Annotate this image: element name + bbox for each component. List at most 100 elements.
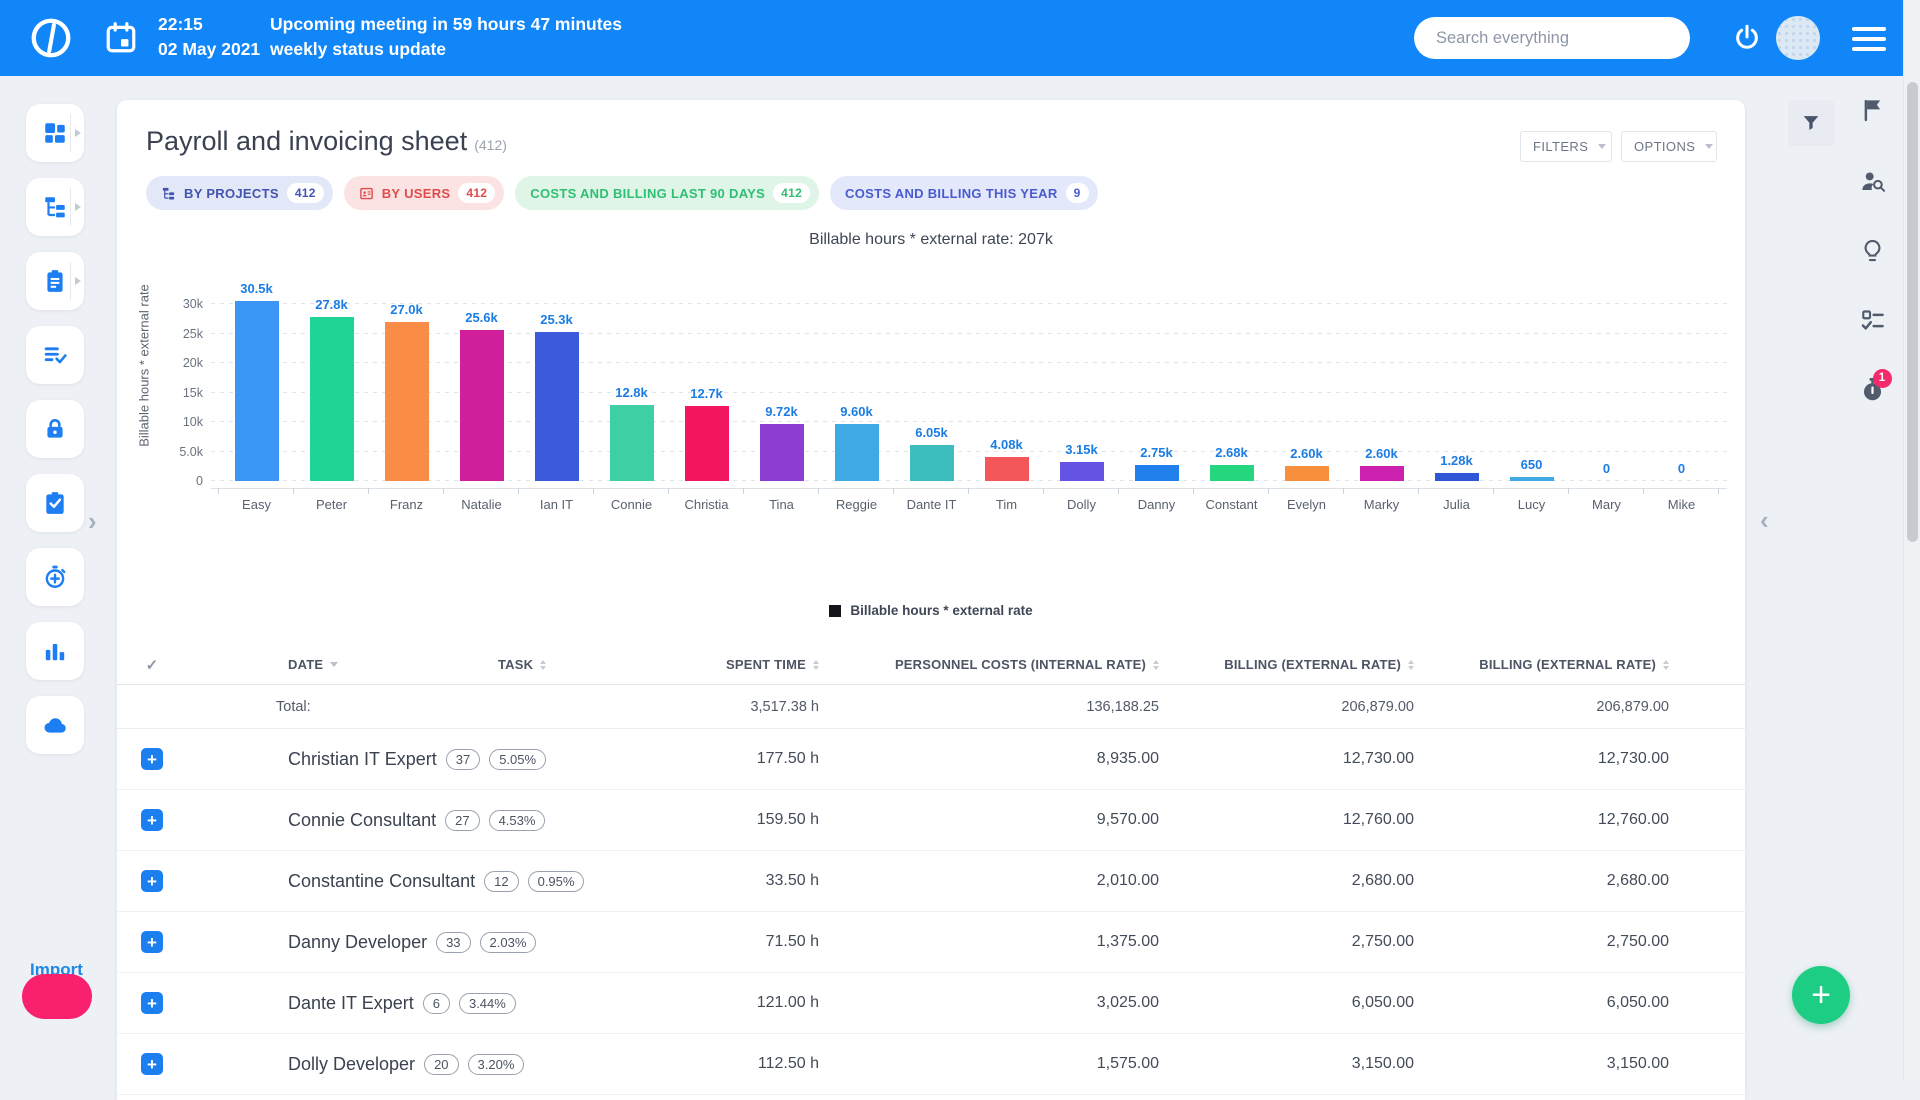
cell-billing-1: 2,680.00: [1351, 872, 1414, 889]
cell-billing-1: 2,750.00: [1351, 933, 1414, 950]
scrollbar-thumb[interactable]: [1907, 82, 1918, 542]
header-billing-2[interactable]: BILLING (EXTERNAL RATE): [1479, 657, 1669, 672]
rail-checklist-button[interactable]: [1852, 300, 1892, 340]
scrollbar-track[interactable]: [1903, 0, 1920, 1080]
sort-icon: [1408, 659, 1414, 670]
import-beacon[interactable]: [22, 974, 92, 1019]
select-all-check[interactable]: ✓: [145, 656, 159, 674]
header-date[interactable]: DATE: [288, 657, 498, 672]
user-name[interactable]: Dante IT Expert: [288, 992, 414, 1013]
chart-column-mary: 0: [1569, 261, 1644, 481]
user-name[interactable]: Dolly Developer: [288, 1053, 416, 1074]
hamburger-menu-icon[interactable]: [1852, 27, 1886, 51]
chevron-down-icon: [1705, 144, 1714, 149]
sidebar-expand-chevron-icon[interactable]: ›: [88, 506, 97, 536]
bar-chart-icon: [42, 638, 68, 664]
tab-costs-and-billing-last-90-days[interactable]: COSTS AND BILLING LAST 90 DAYS 412: [515, 176, 820, 210]
sidebar-item-lock[interactable]: [26, 400, 84, 458]
sidebar-item-timer-add[interactable]: [26, 548, 84, 606]
table-row: + Connie Consultant 27 4.53% 159.50 h 9,570.0…: [117, 790, 1745, 851]
gridline: [211, 362, 1727, 363]
expand-row-button[interactable]: +: [141, 809, 163, 831]
sidebar-item-cloud[interactable]: [26, 696, 84, 754]
bar-value-label: 650: [1520, 457, 1543, 472]
y-tick-label: 30k: [182, 297, 203, 311]
x-tick-label: Lucy: [1517, 497, 1546, 512]
header-billing-1[interactable]: BILLING (EXTERNAL RATE): [1224, 657, 1414, 672]
clipboard-icon: [42, 268, 68, 294]
topbar-meeting-text: Upcoming meeting in 59 hours 47 minutes: [270, 14, 623, 34]
rail-lightbulb-button[interactable]: [1852, 230, 1892, 270]
user-name[interactable]: Christian IT Expert: [288, 748, 437, 769]
legend-marker: [829, 604, 842, 617]
percent-chip: 4.53%: [488, 809, 546, 831]
x-tick-label: Dante IT: [906, 497, 957, 512]
sidebar-item-bar-chart[interactable]: [26, 622, 84, 680]
power-icon[interactable]: [1731, 22, 1763, 54]
user-name[interactable]: Connie Consultant: [288, 809, 437, 830]
sidebar-item-list-check[interactable]: [26, 326, 84, 384]
timer-add-icon: [42, 564, 68, 590]
filters-button[interactable]: FILTERS: [1520, 131, 1612, 162]
rail-stopwatch-button[interactable]: 1: [1852, 368, 1892, 409]
divider: [70, 114, 71, 152]
bar-value-label: 25.6k: [465, 310, 498, 325]
chart-column-franz: 27.0k: [369, 261, 444, 481]
bar-value-label: 0: [1602, 461, 1611, 476]
chart-column-dolly: 3.15k: [1044, 261, 1119, 481]
expand-row-button[interactable]: +: [141, 748, 163, 770]
tab-by-users[interactable]: BY USERS 412: [343, 176, 505, 210]
cell-spent-time: 112.50 h: [757, 1055, 819, 1072]
gridline: [211, 450, 1727, 452]
entry-count-chip: 27: [445, 809, 480, 831]
topbar-time: 22:15: [158, 14, 203, 34]
sidebar-item-dashboard[interactable]: [26, 104, 84, 162]
x-tick-label: Easy: [242, 497, 271, 512]
gridline: [211, 332, 1727, 334]
page-title-count: (412): [474, 137, 507, 153]
bar: [234, 301, 279, 481]
total-personnel-costs: 136,188.25: [1086, 698, 1159, 715]
tab-label: BY PROJECTS: [184, 185, 279, 201]
rail-flag-button[interactable]: [1852, 90, 1892, 130]
sidebar-item-clipboard-check[interactable]: [26, 474, 84, 532]
sidebar-item-tree[interactable]: [26, 178, 84, 236]
tree-icon: [161, 186, 176, 201]
user-avatar[interactable]: [1776, 16, 1820, 60]
table-row: + Dolly Developer 20 3.20% 112.50 h 1,575.00 3…: [117, 1034, 1745, 1095]
search-input[interactable]: [1414, 28, 1690, 48]
bar: [834, 424, 879, 481]
header-personnel-costs[interactable]: PERSONNEL COSTS (INTERNAL RATE): [895, 657, 1159, 672]
entry-count-chip: 33: [436, 931, 471, 953]
panel-collapse-chevron-icon[interactable]: ‹: [1760, 505, 1769, 535]
sidebar-item-clipboard[interactable]: [26, 252, 84, 310]
user-name[interactable]: Danny Developer: [288, 931, 428, 952]
tab-by-projects[interactable]: BY PROJECTS 412: [146, 176, 333, 210]
x-tick-label: Danny: [1137, 497, 1176, 512]
add-fab-button[interactable]: +: [1792, 966, 1850, 1024]
user-name[interactable]: Constantine Consultant: [288, 870, 476, 891]
expand-row-button[interactable]: +: [141, 870, 163, 892]
topbar-status-text: weekly status update: [270, 39, 447, 59]
expand-row-button[interactable]: +: [141, 992, 163, 1014]
bar-value-label: 12.7k: [690, 386, 723, 401]
header-spent-time[interactable]: SPENT TIME: [726, 657, 819, 672]
chart-column-tina: 9.72k: [744, 261, 819, 481]
options-button[interactable]: OPTIONS: [1621, 131, 1717, 162]
expand-row-button[interactable]: +: [141, 1053, 163, 1075]
user-card-icon: [359, 186, 374, 201]
tab-costs-and-billing-this-year[interactable]: COSTS AND BILLING THIS YEAR 9: [830, 176, 1098, 210]
header-task[interactable]: TASK: [498, 657, 547, 672]
expand-row-button[interactable]: +: [141, 931, 163, 953]
sort-icon: [540, 659, 547, 670]
sort-desc-icon: [330, 662, 339, 667]
chart-legend[interactable]: Billable hours * external rate: [117, 603, 1745, 618]
filter-funnel-button[interactable]: [1788, 100, 1834, 146]
calendar-icon[interactable]: [104, 21, 138, 55]
rail-user-search-button[interactable]: [1852, 161, 1892, 201]
bar: [1359, 466, 1404, 481]
x-tick-label: Dolly: [1067, 497, 1096, 512]
app-logo-icon[interactable]: [28, 15, 74, 61]
topbar: 22:15 Upcoming meeting in 59 hours 47 mi…: [0, 0, 1920, 76]
x-tick-label: Christia: [684, 497, 729, 512]
